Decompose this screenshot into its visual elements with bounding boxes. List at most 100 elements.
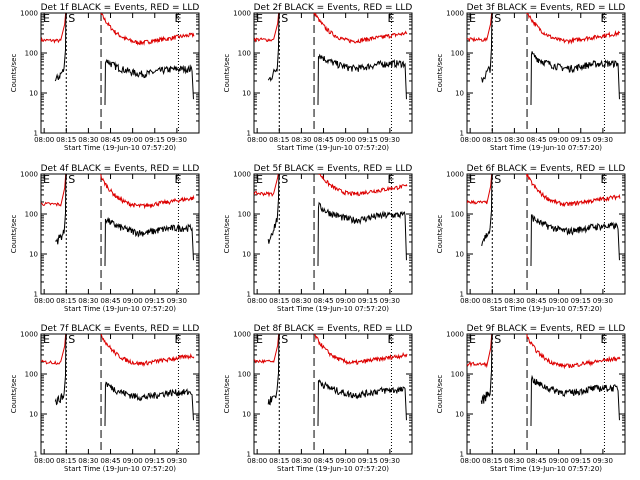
panel-title: Det 8f BLACK = Events, RED = LLD	[254, 324, 413, 334]
x-tick-label: 08:15	[56, 297, 76, 305]
y-tick-label: 100	[451, 371, 464, 379]
y-tick-label: 1	[247, 451, 251, 459]
events-series-line-early	[481, 174, 493, 247]
x-tick-label: 08:00	[460, 136, 480, 144]
x-axis-label: Start Time (19-Jun-10 07:57:20)	[277, 465, 389, 473]
saa-marker-label: S	[68, 173, 75, 186]
y-tick-label: 10	[242, 411, 251, 419]
lld-series-line	[254, 334, 408, 366]
events-series-line-late	[104, 58, 194, 106]
lld-series-line	[254, 174, 408, 198]
plot-frame	[40, 12, 200, 134]
y-tick-label: 100	[238, 50, 251, 58]
x-tick-label: 09:15	[358, 297, 378, 305]
x-tick-label: 08:30	[291, 136, 311, 144]
x-tick-label: 09:00	[123, 457, 143, 465]
events-series-line-early	[54, 334, 67, 406]
x-tick-label: 08:15	[269, 457, 289, 465]
panel-title: Det 1f BLACK = Events, RED = LLD	[41, 3, 200, 13]
x-tick-label: 08:15	[269, 297, 289, 305]
lld-series-line	[41, 174, 195, 210]
saa-marker-label: S	[68, 333, 75, 346]
eclipse-marker-label: E	[600, 173, 607, 186]
x-tick-label: 09:15	[358, 136, 378, 144]
y-tick-label: 100	[451, 50, 464, 58]
x-tick-label: 08:15	[56, 136, 76, 144]
eclipse-marker-label: E	[174, 12, 181, 25]
saa-marker-label: S	[494, 12, 501, 25]
eclipse-marker-label: E	[256, 12, 263, 25]
eclipse-marker-label: E	[469, 173, 476, 186]
plot-frame	[466, 173, 626, 295]
saa-marker-label: S	[281, 173, 288, 186]
y-tick-label: 1000	[446, 171, 464, 179]
y-tick-label: 10	[455, 90, 464, 98]
x-tick-label: 08:00	[460, 297, 480, 305]
x-tick-label: 08:30	[291, 457, 311, 465]
x-axis-label: Start Time (19-Jun-10 07:57:20)	[277, 144, 389, 152]
x-tick-label: 08:30	[291, 297, 311, 305]
saa-marker-label: S	[281, 12, 288, 25]
detector-panel: Det 3f BLACK = Events, RED = LLD 1 10 100 10…	[436, 3, 626, 152]
x-tick-label: 08:15	[482, 297, 502, 305]
x-tick-label: 08:15	[482, 136, 502, 144]
x-tick-label: 09:15	[145, 136, 165, 144]
eclipse-marker-label: E	[600, 12, 607, 25]
panel-title: Det 4f BLACK = Events, RED = LLD	[41, 164, 200, 174]
events-series-line-late	[104, 216, 194, 267]
plot-frame	[253, 173, 413, 295]
y-tick-label: 10	[29, 90, 38, 98]
y-tick-label: 10	[242, 90, 251, 98]
plot-frame	[40, 333, 200, 455]
detector-panel: Det 9f BLACK = Events, RED = LLD 1 10 100 10…	[436, 324, 626, 473]
eclipse-marker-label: E	[600, 333, 607, 346]
x-axis-label: Start Time (19-Jun-10 07:57:20)	[490, 465, 602, 473]
y-tick-label: 1	[460, 130, 464, 138]
y-axis-label: Counts/sec	[436, 54, 444, 93]
panel-title: Det 5f BLACK = Events, RED = LLD	[254, 164, 413, 174]
y-tick-label: 100	[25, 371, 38, 379]
x-tick-label: 08:30	[504, 457, 524, 465]
events-series-line-late	[530, 214, 620, 267]
lld-series-line	[467, 174, 621, 208]
eclipse-marker-label: E	[469, 333, 476, 346]
x-tick-label: 08:00	[460, 457, 480, 465]
x-tick-label: 09:30	[167, 457, 187, 465]
y-axis-label: Counts/sec	[10, 215, 18, 254]
x-tick-label: 08:15	[269, 136, 289, 144]
y-tick-label: 1	[247, 291, 251, 299]
y-tick-label: 1000	[233, 331, 251, 339]
x-tick-label: 08:00	[34, 297, 54, 305]
x-tick-label: 09:15	[571, 457, 591, 465]
x-axis-label: Start Time (19-Jun-10 07:57:20)	[64, 144, 176, 152]
plot-frame	[253, 12, 413, 134]
x-tick-label: 09:30	[380, 297, 400, 305]
x-tick-label: 09:30	[593, 457, 613, 465]
y-tick-label: 10	[455, 411, 464, 419]
x-tick-label: 09:15	[571, 297, 591, 305]
y-tick-label: 1000	[446, 331, 464, 339]
y-tick-label: 1	[34, 130, 38, 138]
x-tick-label: 08:45	[526, 297, 546, 305]
x-tick-label: 08:45	[526, 136, 546, 144]
y-axis-label: Counts/sec	[223, 54, 231, 93]
eclipse-marker-label: E	[387, 173, 394, 186]
y-tick-label: 100	[238, 211, 251, 219]
y-tick-label: 100	[25, 50, 38, 58]
events-series-line-late	[317, 53, 407, 106]
eclipse-marker-label: E	[469, 12, 476, 25]
x-tick-label: 08:45	[313, 136, 333, 144]
events-series-line-early	[480, 334, 493, 405]
x-tick-label: 08:30	[504, 136, 524, 144]
saa-marker-label: S	[494, 173, 501, 186]
x-tick-label: 09:00	[549, 136, 569, 144]
y-tick-label: 1	[460, 291, 464, 299]
x-tick-label: 09:15	[571, 136, 591, 144]
detector-panel: Det 2f BLACK = Events, RED = LLD 1 10 100 10…	[223, 3, 413, 152]
x-tick-label: 08:15	[482, 457, 502, 465]
detector-panel: Det 5f BLACK = Events, RED = LLD 1 10 100 10…	[223, 164, 413, 313]
panel-title: Det 2f BLACK = Events, RED = LLD	[254, 3, 413, 13]
x-tick-label: 08:00	[247, 297, 267, 305]
eclipse-marker-label: E	[174, 173, 181, 186]
